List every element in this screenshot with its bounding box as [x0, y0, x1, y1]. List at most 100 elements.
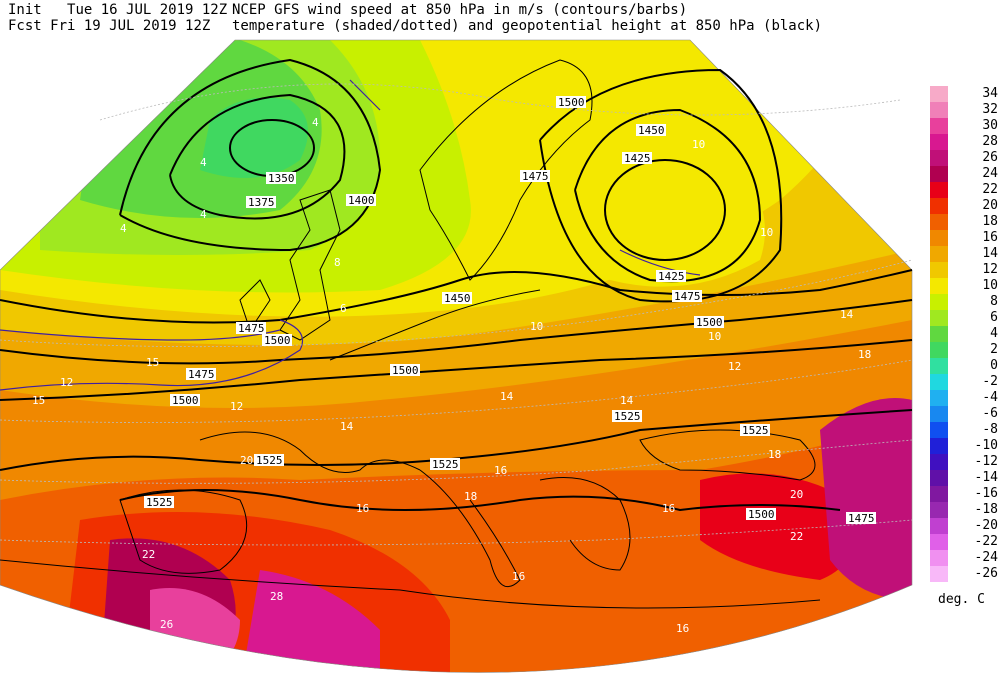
height-label: 1500: [748, 508, 775, 521]
wind-label: 6: [340, 302, 347, 315]
legend-label: 32: [982, 102, 998, 117]
wind-label: 4: [200, 208, 207, 221]
legend-swatch: [930, 294, 948, 310]
height-label: 1525: [614, 410, 641, 423]
wind-label: 10: [708, 330, 721, 343]
legend-swatch: [930, 278, 948, 294]
legend-label: 22: [982, 182, 998, 197]
legend-label: 8: [990, 294, 998, 309]
wind-label: 10: [760, 226, 773, 239]
height-label: 1500: [264, 334, 291, 347]
height-label: 1450: [638, 124, 665, 137]
height-label: 1475: [188, 368, 215, 381]
temperature-field: [0, 40, 912, 673]
legend-swatch: [930, 102, 948, 118]
legend-swatch: [930, 358, 948, 374]
init-line: Init Tue 16 JUL 2019 12Z: [8, 2, 227, 19]
wind-label: 12: [60, 376, 73, 389]
legend-label: -4: [982, 390, 998, 405]
height-label: 1525: [742, 424, 769, 437]
legend-label: 26: [982, 150, 998, 165]
wind-label: 22: [790, 530, 803, 543]
wind-label: 20: [790, 488, 803, 501]
wind-label: 14: [840, 308, 854, 321]
wind-label: 16: [494, 464, 507, 477]
legend-label: -24: [974, 550, 998, 565]
legend-label: -18: [974, 502, 998, 517]
wind-label: 20: [240, 454, 253, 467]
wind-label: 15: [146, 356, 159, 369]
legend-swatch: [930, 470, 948, 486]
init-label: Init: [8, 2, 42, 18]
legend-label: 30: [982, 118, 998, 133]
wind-label: 12: [728, 360, 741, 373]
height-label: 1475: [674, 290, 701, 303]
wind-label: 12: [230, 400, 243, 413]
legend-swatch: [930, 390, 948, 406]
legend-swatch: [930, 326, 948, 342]
legend-swatch: [930, 150, 948, 166]
height-label: 1350: [268, 172, 295, 185]
legend-label: 10: [982, 278, 998, 293]
legend-swatch: [930, 182, 948, 198]
legend-units: deg. C: [938, 592, 985, 607]
wind-label: 16: [676, 622, 689, 635]
height-label: 1500: [172, 394, 199, 407]
title-line-2: temperature (shaded/dotted) and geopoten…: [232, 18, 823, 34]
wind-label: 22: [142, 548, 155, 561]
title-line-1: NCEP GFS wind speed at 850 hPa in m/s (c…: [232, 2, 688, 18]
height-label: 1525: [432, 458, 459, 471]
wind-label: 26: [160, 618, 173, 631]
legend-swatch: [930, 518, 948, 534]
height-label: 1475: [238, 322, 265, 335]
height-label: 1375: [248, 196, 275, 209]
legend-swatch: [930, 166, 948, 182]
legend-swatch: [930, 342, 948, 358]
wind-label: 18: [768, 448, 781, 461]
legend-label: -22: [974, 534, 998, 549]
legend-label: 14: [982, 246, 998, 261]
height-label: 1425: [658, 270, 685, 283]
legend-label: -12: [974, 454, 998, 469]
legend-swatch: [930, 438, 948, 454]
wind-label: 16: [356, 502, 369, 515]
legend-swatch: [930, 86, 948, 102]
height-label: 1525: [256, 454, 283, 467]
legend-swatch: [930, 454, 948, 470]
legend-swatch: [930, 566, 948, 582]
legend-swatch: [930, 374, 948, 390]
legend-label: 12: [982, 262, 998, 277]
legend-label: -16: [974, 486, 998, 501]
height-label: 1400: [348, 194, 375, 207]
fcst-value: Fri 19 JUL 2019 12Z: [50, 18, 211, 34]
legend-label: -20: [974, 518, 998, 533]
legend-label: 16: [982, 230, 998, 245]
height-label: 1525: [146, 496, 173, 509]
legend-swatch: [930, 230, 948, 246]
height-label: 1500: [696, 316, 723, 329]
legend-swatch: [930, 486, 948, 502]
wind-label: 18: [464, 490, 477, 503]
legend-swatch: [930, 550, 948, 566]
map-frame: [0, 39, 913, 673]
legend-label: 6: [990, 310, 998, 325]
wind-label: 10: [692, 138, 705, 151]
legend-swatch: [930, 422, 948, 438]
wind-label: 16: [512, 570, 525, 583]
legend-label: -14: [974, 470, 998, 485]
height-label: 1475: [848, 512, 875, 525]
wind-labels: 4 4 4 4 6 8 10 10 10 12 12 14 15 15 10 1…: [32, 116, 871, 635]
wind-label: 18: [858, 348, 871, 361]
height-label: 1425: [624, 152, 651, 165]
legend-label: -8: [982, 422, 998, 437]
wind-label: 10: [530, 320, 543, 333]
height-labels: 1350 1375 1400 1425 1450 1475 1475 1500 …: [144, 96, 876, 525]
wind-label: 8: [334, 256, 341, 269]
fcst-label: Fcst: [8, 18, 42, 34]
legend-label: 28: [982, 134, 998, 149]
legend-swatch: [930, 534, 948, 550]
wind-label: 4: [200, 156, 207, 169]
legend-swatch: [930, 502, 948, 518]
wind-label: 14: [340, 420, 354, 433]
